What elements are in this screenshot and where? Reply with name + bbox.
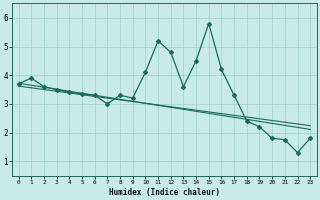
X-axis label: Humidex (Indice chaleur): Humidex (Indice chaleur) [109, 188, 220, 197]
